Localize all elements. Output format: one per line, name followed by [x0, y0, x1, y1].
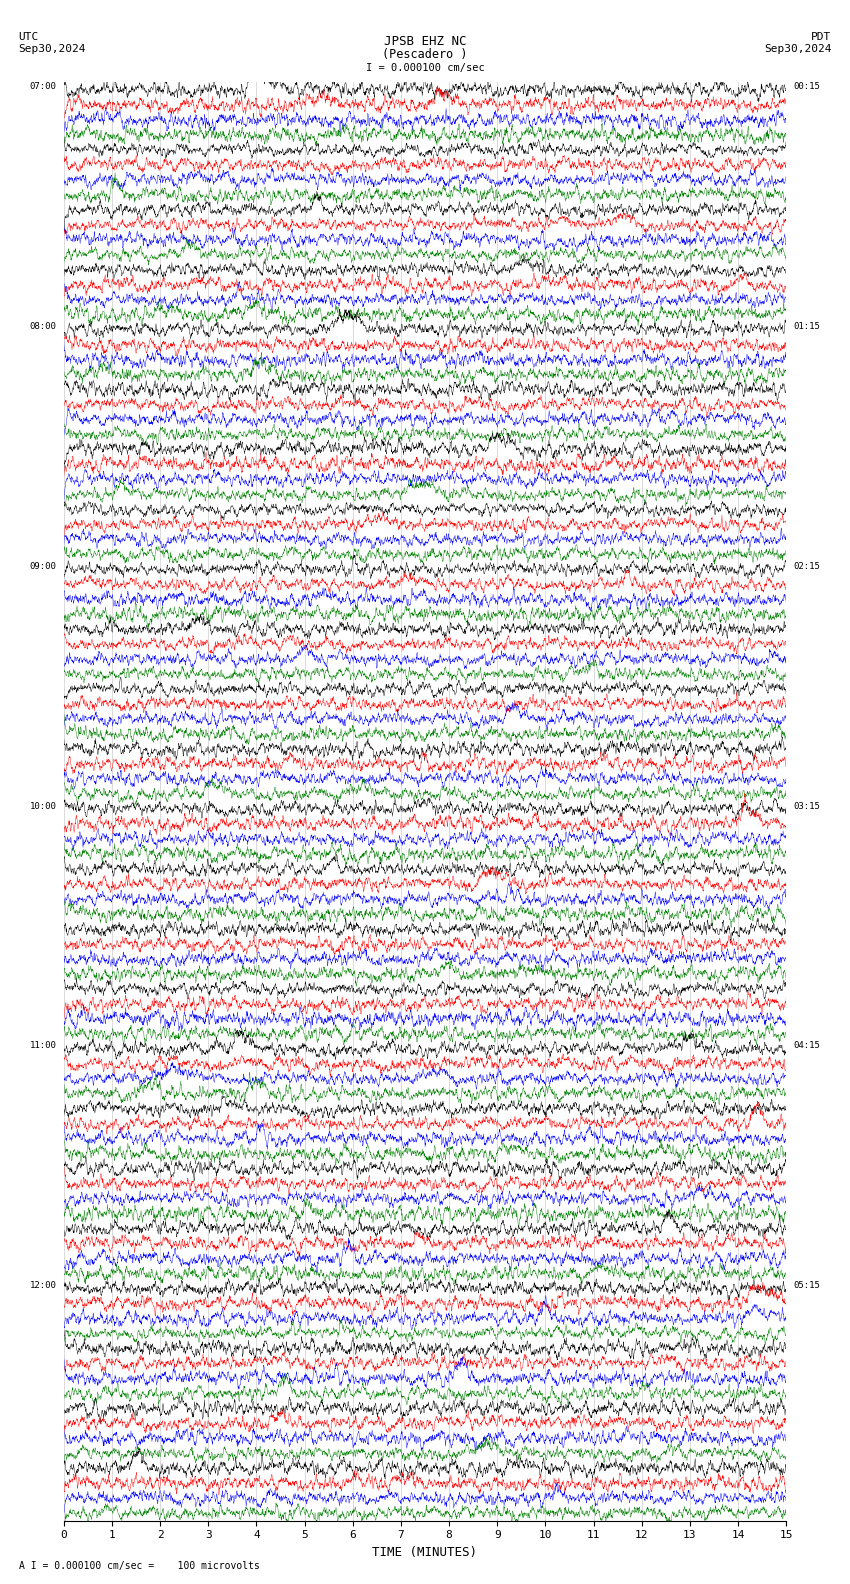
Text: 05:15: 05:15	[794, 1281, 820, 1289]
Text: 12:00: 12:00	[30, 1281, 56, 1289]
Text: 11:00: 11:00	[30, 1041, 56, 1050]
Text: 09:00: 09:00	[30, 562, 56, 570]
Text: Sep30,2024: Sep30,2024	[764, 44, 831, 54]
Text: 07:00: 07:00	[30, 82, 56, 92]
Text: I = 0.000100 cm/sec: I = 0.000100 cm/sec	[366, 63, 484, 73]
Text: Sep30,2024: Sep30,2024	[19, 44, 86, 54]
Text: 08:00: 08:00	[30, 322, 56, 331]
Text: (Pescadero ): (Pescadero )	[382, 48, 468, 60]
Text: 02:15: 02:15	[794, 562, 820, 570]
Text: 00:15: 00:15	[794, 82, 820, 92]
Text: 03:15: 03:15	[794, 802, 820, 811]
Text: 10:00: 10:00	[30, 802, 56, 811]
Text: PDT: PDT	[811, 32, 831, 41]
Text: UTC: UTC	[19, 32, 39, 41]
Text: A I = 0.000100 cm/sec =    100 microvolts: A I = 0.000100 cm/sec = 100 microvolts	[19, 1562, 259, 1571]
X-axis label: TIME (MINUTES): TIME (MINUTES)	[372, 1546, 478, 1559]
Text: 04:15: 04:15	[794, 1041, 820, 1050]
Text: JPSB EHZ NC: JPSB EHZ NC	[383, 35, 467, 48]
Text: 01:15: 01:15	[794, 322, 820, 331]
